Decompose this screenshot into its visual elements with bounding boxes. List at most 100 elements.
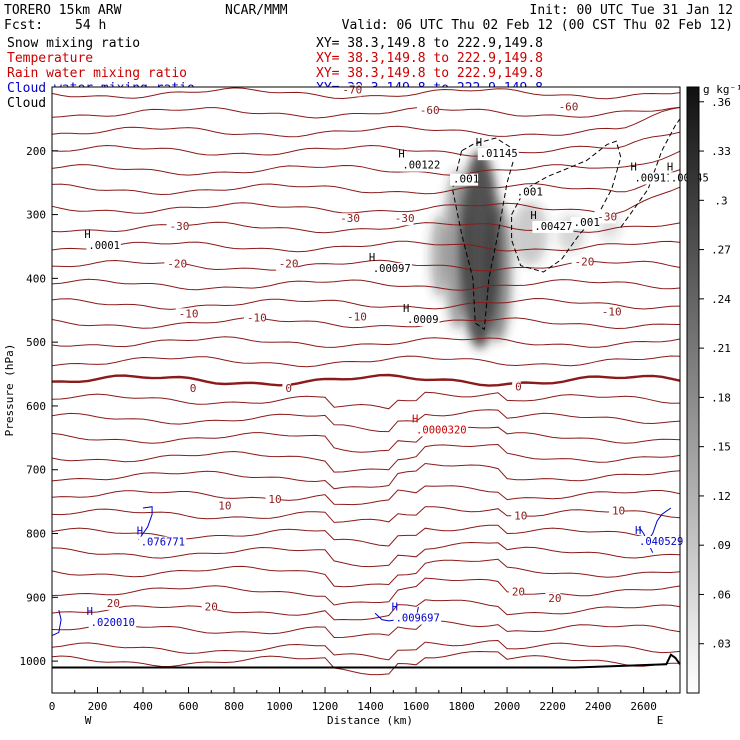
temperature-contour-label: -30	[395, 212, 415, 225]
temperature-contour-label-backdrop	[508, 586, 524, 599]
temperature-contour-label: -20	[279, 258, 299, 271]
y-tick-label: 900	[26, 591, 46, 604]
snow-maximum-label-h-marker: H	[398, 149, 404, 161]
legend-field-range: XY= 38.3,149.8 to 222.9,149.8	[316, 36, 543, 51]
isotherm-line	[51, 150, 681, 176]
temperature-contour-label-backdrop	[164, 258, 186, 271]
isotherm-line	[51, 577, 681, 606]
snow-maximum-label-h-marker: H	[476, 137, 482, 149]
temperature-contour-label-backdrop	[511, 510, 527, 523]
isotherm-line	[51, 106, 681, 119]
colorbar: .36 .33 .3 .27 .24 .21 .18 .15 .12 .09 .06 .03 g kg…	[686, 83, 740, 694]
snow-maximum-label-backdrop	[370, 262, 412, 275]
isotherm-line	[51, 107, 681, 138]
isotherm-line	[51, 278, 681, 291]
snow-maximum-label: .00097	[373, 263, 411, 275]
rain-maximum-label-backdrop	[414, 424, 469, 437]
cloud-ice-contour-label-backdrop	[513, 186, 542, 199]
y-tick-label: 500	[26, 336, 46, 349]
cloud-ice-contour-label: .001	[573, 216, 600, 229]
org-label: NCAR/MMM	[225, 3, 288, 18]
forecast-label: Fcst:	[4, 18, 43, 33]
temperature-contour-label: -10	[247, 312, 267, 325]
isotherm-line	[51, 599, 681, 621]
colorbar-tick-label: .33	[711, 145, 731, 158]
x-tick-label: 0	[49, 700, 56, 713]
temperature-contour-label: -30	[169, 220, 189, 233]
cloud-water-maximum-label-backdrop	[138, 536, 187, 549]
temperature-contour-label: 20	[512, 585, 525, 598]
temperature-contour-label-backdrop	[186, 382, 196, 395]
temperature-contour-label: 20	[548, 592, 561, 605]
legend-field-name: Snow mixing ratio	[7, 36, 140, 51]
temperature-contour-label-backdrop	[555, 101, 578, 114]
temperature-contour-label: -60	[420, 104, 440, 117]
x-axis-east-label: E	[657, 714, 664, 727]
colorbar-tick-label: .06	[711, 588, 731, 601]
snow-maximum-label-backdrop	[532, 220, 574, 233]
x-axis-label: Distance (km)	[327, 714, 413, 727]
x-tick-label: 800	[224, 700, 244, 713]
plot-area: -70 -60 -60 -30 -30 -30 -30 -20 -20 -20 -10 -10 -10 -…	[20, 83, 710, 713]
y-tick-label: 1000	[20, 655, 47, 668]
snow-maximum-label: .0009	[407, 314, 439, 326]
temperature-contour-label: 20	[107, 597, 120, 610]
header: TORERO 15km ARW NCAR/MMM Init: 00 UTC Tu…	[4, 3, 733, 33]
x-tick-label: 2600	[630, 700, 657, 713]
cloud-water-maximum-label-backdrop	[637, 536, 685, 549]
isotherm-line	[51, 373, 681, 387]
cloud-water-maximum-label: .020010	[91, 617, 135, 629]
temperature-contour-label-backdrop	[244, 312, 266, 325]
cloud-water-contour	[138, 506, 153, 541]
snow-maximum-label-backdrop	[477, 148, 519, 161]
colorbar-scale	[686, 86, 700, 694]
colorbar-tick-label: .09	[711, 539, 731, 552]
x-axis-west-label: W	[85, 714, 92, 727]
cloud-water-maximum-label: .040529	[639, 536, 683, 548]
x-tick-label: 1000	[266, 700, 293, 713]
colorbar-tick-label: .21	[711, 342, 731, 355]
temperature-contour-label-backdrop	[571, 256, 594, 269]
y-axis-label: Pressure (hPa)	[3, 344, 16, 437]
temperature-contour-label: -70	[342, 83, 362, 96]
plot-background	[52, 87, 680, 693]
isotherm-line	[51, 391, 681, 410]
colorbar-unit: g kg⁻¹	[703, 83, 740, 96]
isotherm-line	[51, 221, 681, 234]
temperature-contour-label-backdrop	[416, 104, 439, 117]
temperature-contour-label: -10	[179, 307, 199, 320]
legend-field-name: Rain water mixing ratio	[7, 66, 187, 81]
cloud-water-maximum-label-h-marker: H	[137, 526, 143, 538]
x-axis: 0 200 400 600 800 1000 1200 1400 1600 1800 2000 220…	[49, 687, 667, 713]
temperature-contour-label-backdrop	[215, 500, 231, 513]
cloud-water-maximum-label-h-marker: H	[392, 602, 398, 614]
snow-maximum-label-h-marker: H	[530, 210, 536, 222]
isotherm-line	[51, 131, 681, 157]
snow-maximum-label-backdrop	[86, 240, 121, 253]
snow-maximum-label: .01145	[480, 148, 518, 160]
isotherm-line	[51, 240, 681, 253]
x-tick-label: 2000	[494, 700, 521, 713]
colorbar-tick-label: .18	[711, 391, 731, 404]
isotherm-line	[51, 506, 681, 523]
cloud-ice-contour	[451, 137, 517, 331]
temperature-contour-label: -10	[347, 310, 367, 323]
snow-maximum-label-h-marker: H	[630, 161, 636, 173]
snow-maximum-label: .0001	[88, 240, 120, 252]
temperature-contours	[51, 87, 681, 676]
legend-field-name: Temperature	[7, 51, 93, 66]
cloud-water-contour	[51, 609, 62, 637]
y-axis: 200 300 400 500 600 700 800 900 1000	[20, 145, 58, 668]
snow-maximum-label-backdrop	[632, 172, 674, 185]
cloud-water-maximum-label-h-marker: H	[87, 606, 93, 618]
snow-maximum-label-h-marker: H	[84, 229, 90, 241]
x-tick-label: 1400	[357, 700, 384, 713]
temperature-contour-label: 0	[285, 382, 292, 395]
colorbar-tick-label: .36	[711, 96, 731, 109]
snow-maximum-label-h-marker: H	[369, 252, 375, 264]
isotherm-line	[51, 87, 681, 100]
temperature-contour-label-backdrop	[166, 220, 189, 233]
isotherm-line	[51, 639, 681, 661]
snow-maximum-label: .00911	[634, 172, 672, 184]
